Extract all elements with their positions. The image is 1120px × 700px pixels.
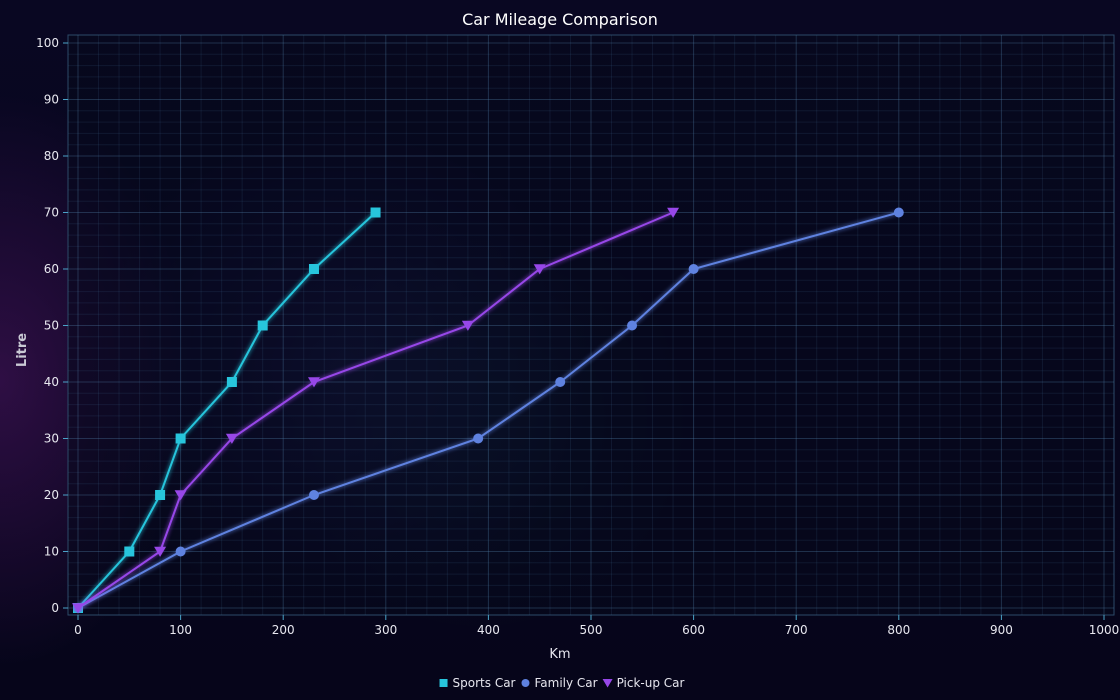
x-tick-label: 800	[887, 623, 910, 637]
y-tick-label: 60	[44, 262, 59, 276]
data-point-pick-up-car	[225, 433, 238, 444]
data-point-sports-car	[124, 546, 135, 557]
legend-item-pick-up-car[interactable]: Pick-up Car	[602, 676, 685, 690]
x-tick-label: 0	[74, 623, 82, 637]
x-tick-label: 900	[990, 623, 1013, 637]
legend-marker-family-car-icon	[521, 679, 530, 687]
data-point-family-car	[627, 320, 638, 331]
data-point-family-car	[555, 377, 566, 387]
chart-title: Car Mileage Comparison	[462, 10, 658, 29]
x-tick-label: 200	[272, 623, 295, 637]
y-tick-label: 90	[44, 93, 59, 107]
y-tick-label: 100	[36, 36, 59, 50]
x-tick-label: 1000	[1089, 623, 1120, 637]
data-point-sports-car	[226, 377, 237, 387]
data-point-sports-car	[308, 264, 319, 274]
data-point-sports-car	[175, 433, 186, 444]
data-point-pick-up-car	[72, 603, 84, 614]
x-tick-label: 500	[580, 623, 603, 637]
data-point-family-car	[473, 433, 484, 444]
series-line-pick-up-car	[77, 211, 674, 609]
x-tick-label: 600	[682, 623, 705, 637]
data-point-family-car	[893, 207, 904, 218]
x-tick-label: 400	[477, 623, 500, 637]
plot-area	[67, 34, 1115, 616]
x-axis-title: Km	[549, 647, 570, 662]
series-layer	[72, 207, 904, 614]
legend-marker-pick-up-car-icon	[602, 679, 613, 688]
y-tick-label: 0	[51, 601, 59, 615]
y-tick-label: 30	[44, 432, 59, 446]
y-tick-label: 50	[44, 319, 59, 333]
data-point-sports-car	[257, 320, 268, 331]
data-point-pick-up-car	[667, 207, 680, 218]
y-tick-label: 20	[44, 488, 59, 502]
data-point-pick-up-car	[174, 490, 187, 501]
data-point-sports-car	[155, 490, 166, 500]
series-line-sports-car	[77, 211, 377, 609]
major-grid	[68, 35, 1114, 615]
series-family-car	[73, 207, 904, 613]
y-tick-label: 80	[44, 149, 59, 163]
legend-label: Family Car	[534, 676, 597, 690]
legend-marker-shape	[602, 679, 613, 688]
data-point-pick-up-car	[307, 377, 320, 388]
data-point-pick-up-car	[154, 546, 167, 557]
data-point-family-car	[175, 546, 186, 557]
data-point-family-car	[688, 264, 699, 274]
legend-item-family-car[interactable]: Family Car	[521, 676, 598, 690]
data-point-pick-up-car	[461, 320, 474, 331]
minor-grid	[68, 35, 1114, 615]
y-tick-label: 10	[44, 545, 59, 559]
legend-marker-shape	[439, 679, 448, 687]
x-tick-label: 300	[374, 623, 397, 637]
x-tick-label: 100	[169, 623, 192, 637]
legend-label: Sports Car	[453, 676, 516, 690]
y-axis-title: Litre	[15, 333, 30, 367]
legend-marker-shape	[521, 679, 530, 687]
y-tick-label: 70	[44, 206, 59, 220]
legend: Sports Car Family Car Pick-up Car	[439, 676, 685, 690]
x-tick-label: 700	[785, 623, 808, 637]
legend-marker-sports-car-icon	[439, 679, 448, 687]
data-point-family-car	[308, 490, 319, 500]
legend-item-sports-car[interactable]: Sports Car	[439, 676, 516, 690]
y-axis-ticks: 0 10 20 30 40 50 60 70 80 90 100	[36, 36, 68, 615]
series-pick-up-car	[72, 207, 680, 614]
data-point-sports-car	[370, 207, 381, 218]
x-axis-ticks: 0 100 200 300 400 500 600 700 800 900 1000	[74, 615, 1119, 637]
series-line-family-car	[77, 211, 900, 609]
y-tick-label: 40	[44, 375, 59, 389]
legend-label: Pick-up Car	[617, 676, 685, 690]
data-point-pick-up-car	[533, 264, 546, 275]
